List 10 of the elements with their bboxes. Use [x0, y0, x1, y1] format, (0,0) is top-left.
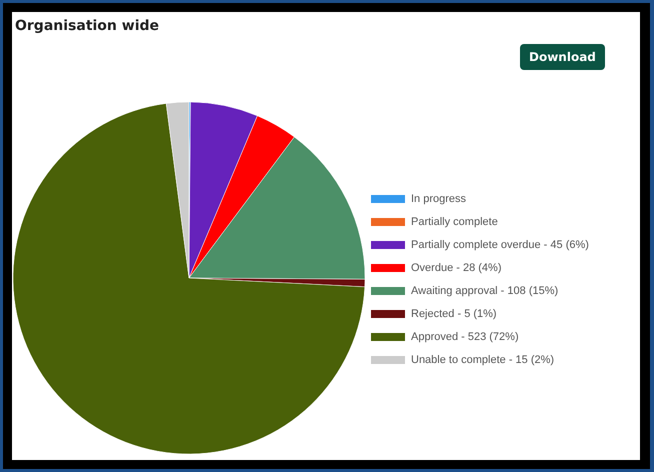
legend-label: Unable to complete - 15 (2%)	[411, 354, 554, 366]
legend-label: Partially complete	[411, 216, 498, 228]
legend-label: Awaiting approval - 108 (15%)	[411, 285, 558, 297]
legend-label: In progress	[411, 193, 467, 205]
legend-label: Approved - 523 (72%)	[411, 331, 519, 343]
legend-label: Partially complete overdue - 45 (6%)	[411, 239, 589, 251]
legend-label: Rejected - 5 (1%)	[411, 308, 497, 320]
legend-label: Overdue - 28 (4%)	[411, 262, 502, 274]
download-button: Download	[520, 44, 605, 70]
chart-title: Organisation wide	[15, 18, 160, 34]
